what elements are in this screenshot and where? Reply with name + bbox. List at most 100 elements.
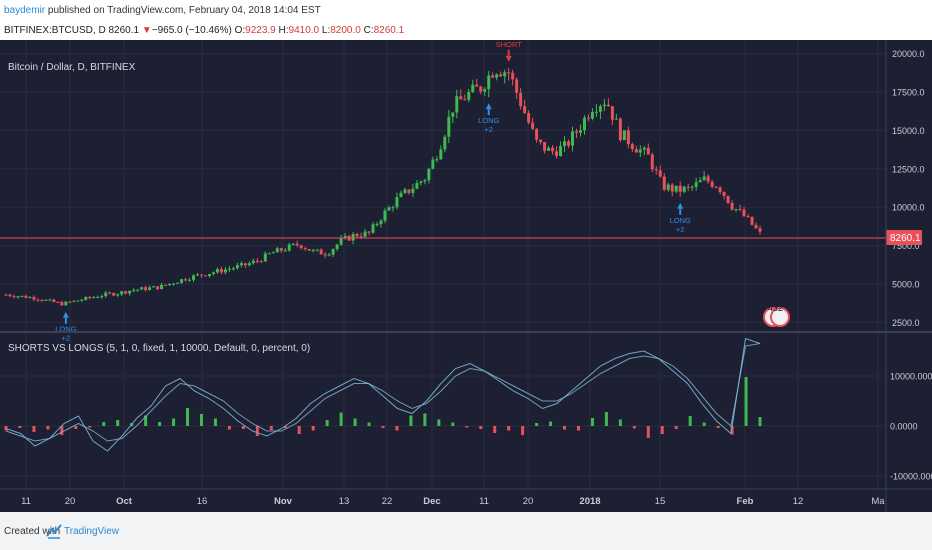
candle-body: [263, 253, 267, 262]
chart-area[interactable]: Bitcoin / Dollar, D, BITFINEX LONG +2 LONG…: [0, 31, 932, 512]
last-price-tag-text: 8260.1: [890, 233, 921, 244]
candle-body: [435, 159, 439, 161]
histogram-bar: [549, 421, 553, 426]
histogram-bar: [32, 426, 36, 432]
candle-body: [255, 260, 259, 262]
candle-body: [8, 294, 12, 297]
tradingview-logo-icon[interactable]: [46, 523, 62, 539]
histogram-bar: [716, 426, 720, 428]
candle-body: [718, 187, 722, 192]
histogram-bar: [590, 418, 594, 426]
badge-text: 432: [768, 303, 783, 313]
candle-body: [152, 286, 156, 288]
candle-body: [4, 294, 8, 296]
candle-body: [407, 189, 411, 193]
close-label: C:: [363, 25, 374, 36]
candle-body: [275, 248, 279, 253]
price-tick-label: 17500.0: [892, 88, 925, 98]
candle-body: [295, 243, 299, 246]
candle-body: [291, 243, 295, 245]
candle-body: [32, 297, 36, 300]
chart-svg[interactable]: Bitcoin / Dollar, D, BITFINEX LONG+2LONG…: [0, 31, 932, 512]
candle-body: [738, 209, 742, 211]
candle-body: [48, 299, 52, 301]
candle-body: [567, 141, 571, 146]
flag-badge[interactable]: 432: [763, 303, 790, 327]
x-tick-label: 20: [65, 496, 76, 507]
candle-body: [136, 289, 140, 291]
indicator-legend: SHORTS VS LONGS (5, 1, 0, fixed, 1, 1000…: [8, 343, 310, 354]
candle-body: [279, 248, 283, 251]
candle-body: [471, 84, 475, 92]
candle-body: [339, 238, 343, 245]
candle-body: [203, 275, 207, 277]
histogram-bar: [255, 426, 259, 436]
candle-body: [686, 186, 690, 188]
close-value: 8260.1: [373, 25, 405, 36]
histogram-bar: [744, 377, 748, 426]
histogram-bar: [311, 426, 315, 431]
histogram-bar: [563, 426, 567, 430]
histogram-bar: [213, 418, 217, 426]
author-link[interactable]: baydemir: [4, 5, 46, 16]
candle-body: [128, 290, 132, 294]
candle-body: [92, 297, 96, 299]
candle-body: [642, 147, 646, 150]
candle-body: [20, 295, 24, 297]
candle-body: [439, 149, 443, 160]
candle-body: [24, 295, 28, 298]
tradingview-link[interactable]: TradingView: [64, 526, 120, 537]
histogram-bar: [353, 418, 357, 426]
candle-body: [682, 186, 686, 192]
candle-body: [164, 284, 168, 286]
candle-body: [451, 112, 455, 117]
candle-body: [120, 291, 124, 295]
long-arrow-icon: [677, 202, 684, 209]
candle-body: [626, 130, 630, 145]
histogram-bar: [702, 422, 706, 426]
candle-body: [40, 300, 44, 302]
flag-badge-circle-2: [770, 307, 790, 327]
histogram-bar: [325, 420, 329, 426]
histogram-bar: [660, 426, 664, 434]
candle-body: [351, 234, 355, 241]
candle-body: [124, 291, 128, 294]
candle-body: [547, 147, 551, 151]
candle-body: [646, 147, 650, 155]
candle-body: [395, 197, 399, 208]
x-axis: 11 20 Oct 16 Nov 13 22 Dec 11 20 2018 15 Feb 12 Ma: [21, 496, 885, 507]
candle-body: [403, 189, 407, 193]
x-tick-label: Ma: [871, 496, 885, 507]
x-tick-label: Feb: [737, 496, 754, 507]
histogram-bar: [74, 426, 78, 429]
x-tick-label: 13: [339, 496, 350, 507]
histogram-bar: [283, 426, 287, 428]
candle-body: [211, 272, 215, 275]
candle-body: [227, 268, 231, 270]
long-arrow-stem: [679, 208, 682, 215]
histogram-bar: [423, 413, 427, 426]
candle-body: [586, 117, 590, 119]
candle-body: [754, 224, 758, 229]
price-tick-label: 10000.0: [892, 203, 925, 213]
candle-body: [590, 112, 594, 119]
candle-body: [467, 91, 471, 100]
indicator-tick-label: -10000.0000: [890, 472, 932, 482]
histogram-bar: [618, 419, 622, 426]
candle-body: [487, 75, 491, 90]
candle-body: [491, 75, 495, 78]
candle-body: [694, 182, 698, 187]
candle-body: [650, 154, 654, 170]
x-tick-label: 15: [655, 496, 666, 507]
candle-body: [375, 224, 379, 226]
candle-body: [750, 216, 754, 225]
histogram-bar: [479, 426, 483, 429]
long-label: LONG: [55, 325, 76, 334]
histogram-bar: [186, 408, 190, 426]
candle-body: [730, 203, 734, 210]
candle-body: [100, 296, 104, 298]
candle-body: [666, 184, 670, 190]
histogram-bar: [18, 426, 22, 428]
price-tick-label: 7500.0: [892, 241, 920, 251]
candle-body: [427, 168, 431, 181]
